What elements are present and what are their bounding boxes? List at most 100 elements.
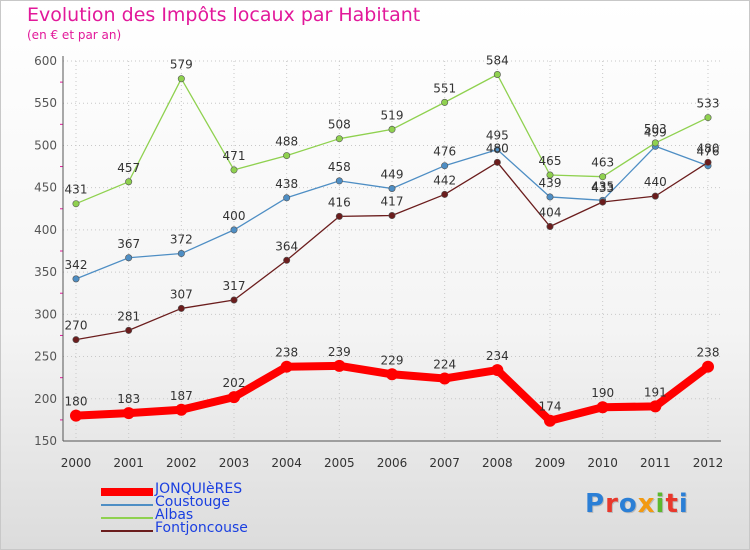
data-point [493,71,501,79]
data-label: 190 [591,386,614,400]
legend-swatch [101,488,153,496]
x-tick-label: 2007 [429,456,460,470]
logo-letter: i [678,489,689,519]
data-point [388,125,396,133]
logo-letter: o [618,489,638,519]
y-tick-label: 250 [34,350,57,364]
data-label: 480 [697,141,720,155]
y-tick-label: 450 [34,181,57,195]
logo-letter: P [585,489,606,519]
proxiti-logo: Proxiti [585,489,689,519]
data-label: 480 [486,141,509,155]
data-label: 183 [117,392,140,406]
data-label: 584 [486,54,509,68]
legend-swatch [101,517,153,519]
logo-letter: x [637,489,656,519]
y-tick-label: 500 [34,138,57,152]
x-tick-label: 2004 [271,456,302,470]
data-point [704,114,712,122]
data-label: 404 [539,206,562,220]
data-label: 533 [697,97,720,111]
data-label: 364 [275,239,298,253]
data-point [704,158,712,166]
data-point [599,198,607,206]
data-label: 281 [117,309,140,323]
data-label: 499 [644,125,667,139]
data-label: 439 [539,176,562,190]
data-label: 239 [328,345,351,359]
data-label: 224 [433,358,456,372]
data-label: 471 [223,149,246,163]
data-point [702,360,714,373]
data-point [438,372,451,385]
logo-letter: t [665,489,679,519]
legend-label: Coustouge [155,494,230,510]
data-point [651,192,659,200]
data-point [283,256,291,264]
y-tick-label: 400 [34,223,57,237]
data-label: 476 [433,145,456,159]
data-point [122,407,135,420]
data-point [125,326,133,334]
data-label: 476 [697,145,720,159]
data-point [649,400,662,413]
data-point [230,166,238,174]
data-point [70,409,82,422]
x-tick-label: 2002 [166,456,197,470]
data-point [546,223,554,231]
data-point [546,171,554,179]
x-tick-label: 2008 [482,456,513,470]
data-label: 438 [275,177,298,191]
data-label: 234 [486,349,509,363]
data-point [125,254,133,262]
data-point [72,275,80,283]
legend-label: JONQUIèRES [155,481,243,497]
x-tick-label: 2005 [324,456,355,470]
data-label: 442 [433,173,456,187]
data-label: 238 [697,346,720,360]
data-point [177,304,185,312]
x-tick-label: 2006 [377,456,408,470]
data-point [335,135,343,143]
data-point [651,139,659,147]
data-label: 317 [223,279,246,293]
data-point [72,336,80,344]
data-point [386,368,398,381]
data-label: 495 [486,129,509,143]
y-tick-label: 200 [34,392,57,406]
data-point [546,193,554,201]
data-label: 503 [644,122,667,136]
x-tick-label: 2000 [61,456,92,470]
data-point [177,250,185,258]
legend-swatch [101,530,153,532]
data-point [441,162,449,170]
data-label: 187 [170,389,193,403]
y-tick-label: 350 [34,265,57,279]
data-point [72,200,80,208]
data-label: 465 [539,154,562,168]
legend-label: Fontjoncouse [155,520,248,536]
data-point [177,75,185,83]
data-label: 180 [65,395,88,409]
y-tick-label: 150 [34,434,57,448]
data-point [388,185,396,193]
legend-label: Albas [155,507,194,523]
data-label: 431 [65,183,88,197]
data-label: 416 [328,195,351,209]
data-point [441,98,449,106]
data-label: 191 [644,385,667,399]
data-label: 229 [381,353,404,367]
data-label: 342 [65,258,88,272]
y-tick-label: 550 [34,96,57,110]
data-label: 458 [328,160,351,174]
x-tick-label: 2001 [113,456,144,470]
data-label: 435 [591,179,614,193]
data-label: 519 [381,108,404,122]
data-point [335,212,343,220]
data-point [125,178,133,186]
data-point [441,190,449,198]
data-label: 449 [381,168,404,182]
data-label: 417 [381,195,404,209]
data-label: 307 [170,287,193,301]
